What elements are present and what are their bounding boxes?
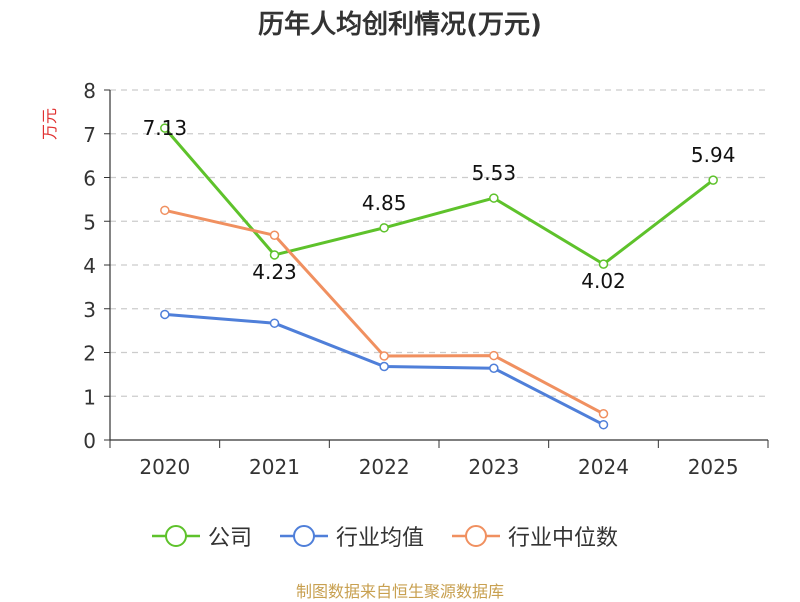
y-tick-label: 4 bbox=[83, 254, 96, 278]
data-label: 4.85 bbox=[362, 191, 407, 215]
data-point bbox=[269, 230, 280, 240]
legend: 公司 行业均值 行业中位数 bbox=[150, 520, 618, 552]
x-tick-label: 2020 bbox=[139, 455, 190, 479]
y-tick-label: 1 bbox=[83, 385, 96, 409]
data-point bbox=[379, 361, 389, 372]
chart-title: 历年人均创利情况(万元) bbox=[258, 10, 542, 40]
data-point bbox=[269, 318, 280, 328]
y-tick-label: 8 bbox=[83, 79, 96, 103]
legend-item[interactable]: 公司 bbox=[150, 520, 252, 552]
y-tick-label: 0 bbox=[83, 429, 96, 453]
x-tick-label: 2023 bbox=[468, 455, 519, 479]
data-point bbox=[489, 193, 499, 203]
data-label: 4.23 bbox=[252, 260, 297, 284]
data-label: 4.02 bbox=[581, 269, 626, 293]
data-point bbox=[489, 350, 499, 361]
data-point bbox=[489, 363, 499, 373]
data-label: 5.53 bbox=[472, 161, 517, 185]
legend-item[interactable]: 行业均值 bbox=[278, 520, 424, 552]
x-tick-label: 2022 bbox=[359, 455, 410, 479]
legend-label: 公司 bbox=[208, 526, 253, 551]
legend-label: 行业中位数 bbox=[508, 526, 619, 551]
source-note: 制图数据来自恒生聚源数据库 bbox=[295, 582, 504, 601]
data-point bbox=[379, 223, 389, 233]
data-point bbox=[598, 419, 609, 430]
y-tick-label: 5 bbox=[83, 210, 96, 234]
data-point bbox=[269, 250, 280, 260]
legend-marker bbox=[452, 525, 501, 547]
legend-marker bbox=[280, 525, 329, 547]
y-tick-label: 6 bbox=[83, 167, 96, 191]
data-point bbox=[160, 205, 170, 216]
data-point bbox=[160, 309, 170, 320]
y-tick-label: 3 bbox=[83, 298, 96, 322]
data-point bbox=[160, 123, 170, 133]
legend-label: 行业均值 bbox=[336, 526, 425, 551]
series-line-2 bbox=[164, 208, 605, 416]
legend-marker bbox=[152, 525, 200, 547]
x-tick-label: 2025 bbox=[688, 455, 739, 479]
y-tick-label: 7 bbox=[83, 123, 96, 147]
data-point bbox=[379, 351, 389, 361]
series-line-0 bbox=[163, 127, 715, 266]
y-tick-label: 2 bbox=[83, 342, 96, 366]
data-point bbox=[598, 259, 609, 269]
data-label: 7.13 bbox=[143, 116, 188, 140]
data-label: 5.94 bbox=[691, 143, 736, 167]
legend-item[interactable]: 行业中位数 bbox=[450, 520, 618, 552]
x-tick-label: 2024 bbox=[578, 455, 629, 479]
data-point bbox=[708, 175, 718, 185]
x-tick-label: 2021 bbox=[249, 455, 300, 479]
data-point bbox=[598, 409, 609, 419]
y-axis-title: 万元 bbox=[40, 108, 59, 140]
